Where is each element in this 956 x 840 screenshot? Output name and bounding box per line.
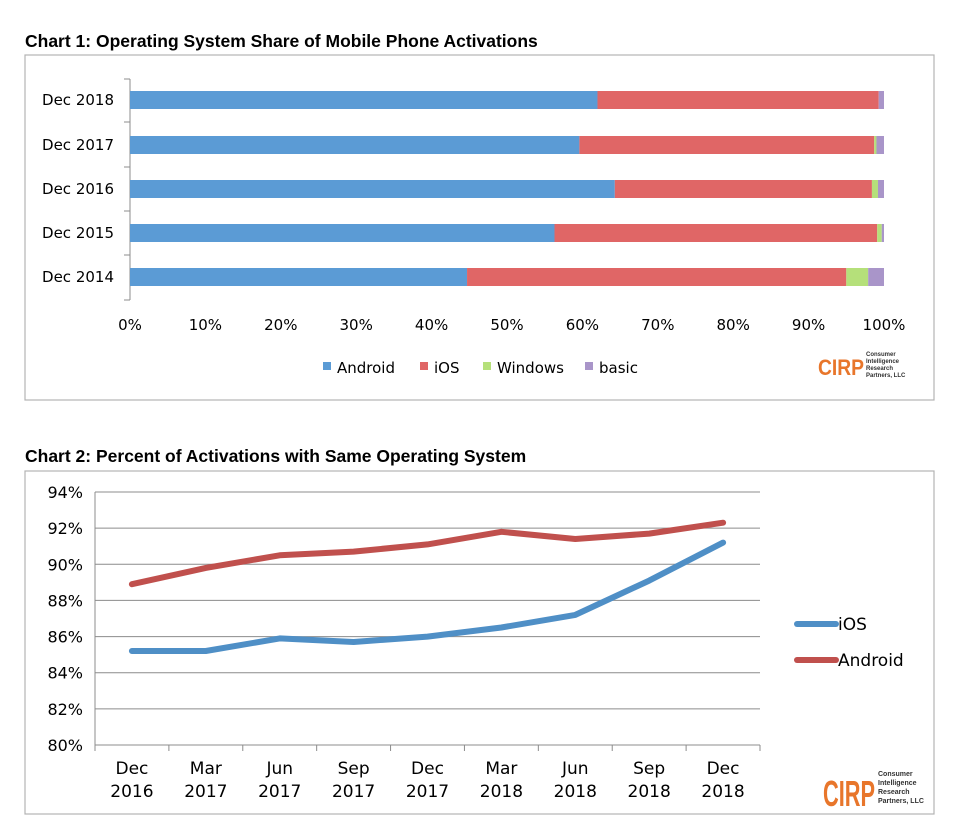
chart1-logo-text: CIRP [818, 355, 864, 380]
chart1-x-tick-label: 30% [340, 316, 373, 334]
chart1-legend-swatch-windows [483, 362, 491, 370]
chart2-y-tick-label: 84% [47, 664, 83, 683]
chart2-series-android [128, 519, 727, 588]
chart1-x-tick-label: 100% [863, 316, 906, 334]
chart1-legend-swatch-android [323, 362, 331, 370]
chart1-x-tick-label: 40% [415, 316, 448, 334]
chart1-bar-ios [467, 268, 847, 286]
chart2-x-tick-label: 2018 [480, 782, 523, 802]
chart1-x-tick-label: 20% [264, 316, 297, 334]
chart2-legend-label: iOS [838, 615, 867, 635]
chart1-x-tick-label: 0% [118, 316, 142, 334]
chart2-x-tick-label: Sep [338, 759, 370, 779]
chart2-logo-sub-3: Research [878, 789, 910, 796]
chart2-y-tick-label: 90% [47, 555, 83, 574]
chart2-x-tick-label: Dec [115, 759, 148, 779]
chart1-category-label: Dec 2018 [42, 91, 114, 109]
chart2-x-tick-label: Dec [707, 759, 740, 779]
chart2-series-ios [128, 539, 727, 654]
chart1-legend-swatch-basic [585, 362, 593, 370]
chart1-bar-android [130, 91, 598, 109]
chart2-legend-label: Android [838, 651, 904, 671]
chart1-bar-android [130, 136, 580, 154]
chart1-bar-basic [868, 268, 884, 286]
chart1-logo: CIRP Consumer Intelligence Research Part… [818, 352, 906, 380]
chart2-x-tick-label: 2018 [701, 782, 744, 802]
chart2-x-tick-label: Dec [411, 759, 444, 779]
chart1-logo-sub-4: Partners, LLC [866, 373, 906, 379]
chart1-x-tick-label: 50% [490, 316, 523, 334]
chart1-bar-windows [874, 136, 877, 154]
chart1-bar-basic [878, 91, 884, 109]
chart1-legend-swatch-ios [420, 362, 428, 370]
chart1-bar-windows [846, 268, 869, 286]
chart1-x-tick-label: 10% [189, 316, 222, 334]
chart1-bar-ios [614, 180, 872, 198]
chart2-x-tick-label: 2017 [406, 782, 449, 802]
chart2-y-tick-label: 92% [47, 519, 83, 538]
chart1-category-label: Dec 2014 [42, 268, 114, 286]
chart1-x-tick-label: 70% [641, 316, 674, 334]
chart1-bar-basic [876, 136, 884, 154]
chart2-frame [24, 470, 935, 815]
chart2-x-tick-label: 2017 [184, 782, 227, 802]
chart1-bar-windows [871, 180, 878, 198]
chart1-logo-sub-3: Research [866, 366, 893, 372]
chart2-x-tick-label: Mar [190, 759, 222, 779]
chart1-legend-label: basic [599, 359, 638, 377]
chart2-x-tick-label: Jun [561, 759, 589, 779]
chart2-y-tick-label: 86% [47, 628, 83, 647]
chart1-bar-ios [554, 224, 878, 242]
chart1-legend-label: Windows [497, 359, 564, 377]
chart1-category-label: Dec 2016 [42, 180, 114, 198]
chart2-logo-sub-2: Intelligence [878, 780, 917, 787]
chart1-logo-sub-1: Consumer [866, 352, 896, 358]
chart2-x-tick-label: 2018 [628, 782, 671, 802]
chart1-frame [24, 54, 935, 401]
chart2-x-tick-label: 2018 [554, 782, 597, 802]
chart2-y-tick-label: 82% [47, 700, 83, 719]
chart1-bar-ios [597, 91, 879, 109]
chart1-x-tick-label: 60% [566, 316, 599, 334]
chart2-x-tick-label: 2017 [332, 782, 375, 802]
chart1-legend-label: Android [337, 359, 395, 377]
chart1-category-label: Dec 2015 [42, 224, 114, 242]
chart2-logo-sub-1: Consumer [878, 771, 913, 778]
chart1-title: Chart 1: Operating System Share of Mobil… [25, 31, 538, 51]
chart1-bar-windows [877, 224, 882, 242]
chart1-logo-sub-2: Intelligence [866, 359, 900, 365]
chart2-x-tick-label: 2016 [110, 782, 153, 802]
chart1-bar-android [130, 224, 555, 242]
chart2-title: Chart 2: Percent of Activations with Sam… [25, 446, 527, 466]
chart2-y-tick-label: 80% [47, 736, 83, 755]
chart1-bar-ios [579, 136, 875, 154]
chart1-x-tick-label: 90% [792, 316, 825, 334]
chart2-x-tick-label: Jun [265, 759, 293, 779]
chart2-x-tick-label: 2017 [258, 782, 301, 802]
chart2-y-tick-label: 94% [47, 483, 83, 502]
chart2-logo: CIRP Consumer Intelligence Research Part… [823, 771, 924, 814]
chart1-legend-label: iOS [434, 359, 460, 377]
chart2-x-tick-label: Sep [633, 759, 665, 779]
chart1-bar-android [130, 180, 615, 198]
chart2-y-tick-label: 88% [47, 591, 83, 610]
chart1-bar-basic [881, 224, 884, 242]
chart1-category-label: Dec 2017 [42, 136, 114, 154]
chart1-stacked-bar: Dec 2018 Dec 2017 Dec 2016 Dec 2015 Dec 2014… [24, 54, 935, 401]
chart1-x-tick-label: 80% [717, 316, 750, 334]
chart2-logo-text: CIRP [823, 773, 875, 814]
chart1-bar-android [130, 268, 468, 286]
chart2-x-tick-label: Mar [485, 759, 517, 779]
chart1-bar-basic [877, 180, 884, 198]
chart2-logo-sub-4: Partners, LLC [878, 798, 924, 805]
